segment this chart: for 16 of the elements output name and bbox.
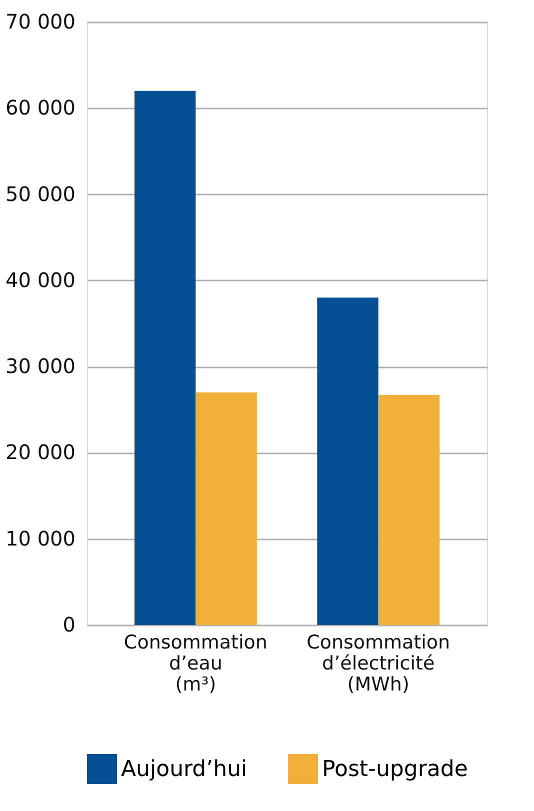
bar: [134, 90, 196, 625]
bar: [317, 298, 378, 625]
bar: [196, 392, 257, 625]
x-tick-label: Consommation d’électricité (MWh): [306, 632, 450, 696]
y-tick-label: 10 000: [6, 526, 76, 550]
y-tick-label: 60 000: [6, 96, 76, 120]
legend-label: Post-upgrade: [322, 757, 468, 782]
y-tick-label: 30 000: [6, 354, 76, 378]
y-tick-label: 40 000: [6, 268, 76, 292]
x-tick-label: Consommation d’eau (m³): [124, 632, 268, 696]
y-tick-label: 70 000: [6, 10, 76, 34]
y-tick-label: 20 000: [6, 440, 76, 464]
bar: [378, 395, 440, 625]
legend-label: Aujourd’hui: [121, 757, 248, 782]
y-tick-label: 50 000: [6, 182, 76, 206]
y-tick-label: 0: [62, 612, 76, 636]
